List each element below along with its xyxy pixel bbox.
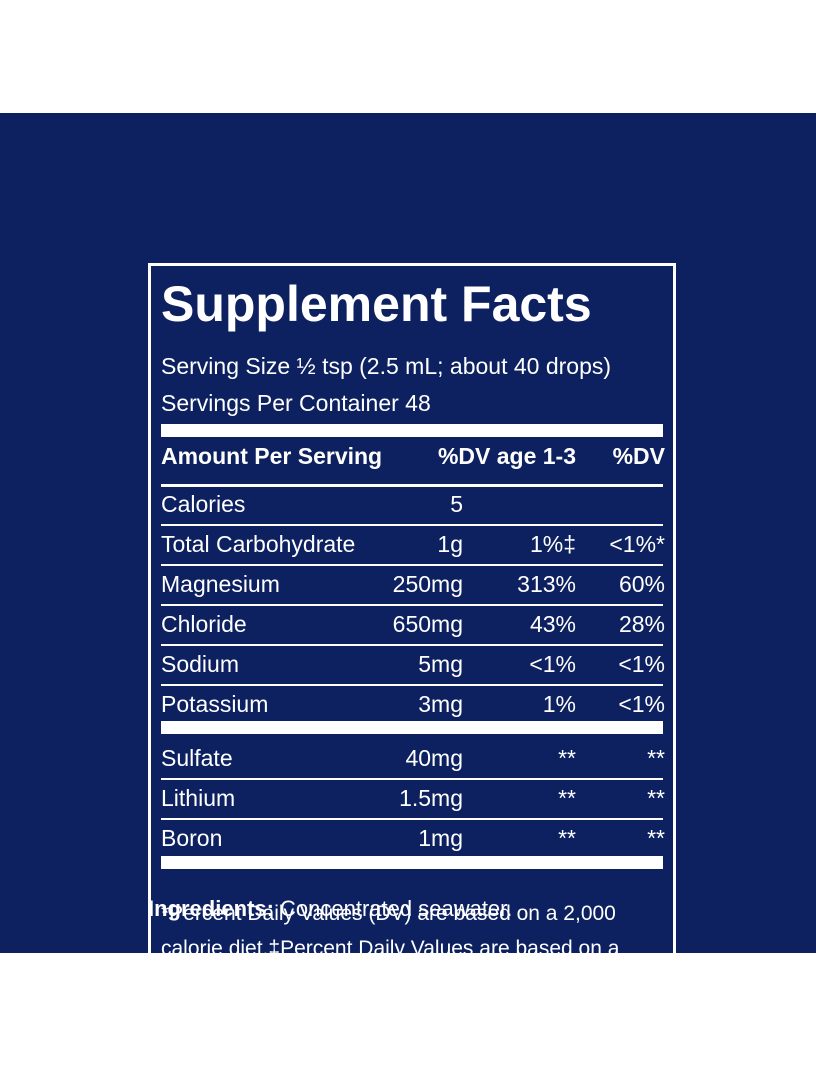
row-cell: 28% <box>618 611 665 637</box>
row-label: Boron <box>161 825 223 851</box>
label-background: Supplement Facts Serving Size ½ tsp (2.5… <box>0 113 816 995</box>
thick-rule <box>161 424 663 437</box>
rule <box>161 484 663 487</box>
row-label: Total Carbohydrate <box>161 531 356 557</box>
row-label: Sulfate <box>161 745 233 771</box>
thick-rule <box>161 721 663 734</box>
rule <box>161 644 663 646</box>
row-label: Magnesium <box>161 571 280 597</box>
rule <box>161 564 663 566</box>
row-cell: %DV <box>612 443 665 469</box>
row-cell: 1% <box>542 691 576 717</box>
row-label: Lithium <box>161 785 236 811</box>
row-cell: 1.5mg <box>399 785 463 811</box>
row-cell: 650mg <box>392 611 463 637</box>
row-label: Potassium <box>161 691 269 717</box>
title: Supplement Facts <box>161 276 592 332</box>
row-cell: ** <box>647 785 665 811</box>
facts-panel: Supplement Facts Serving Size ½ tsp (2.5… <box>148 263 676 995</box>
servings-per-container: Servings Per Container 48 <box>161 390 431 416</box>
row-cell: ** <box>558 825 576 851</box>
thick-rule <box>161 856 663 869</box>
row-cell: ** <box>647 745 665 771</box>
row-cell: %DV age 1-3 <box>437 443 576 469</box>
row-cell: 40mg <box>405 745 463 771</box>
row-cell: 5mg <box>418 651 463 677</box>
ingredients-label: Ingredients: <box>148 896 274 921</box>
row-cell: ** <box>558 785 576 811</box>
ingredients: Ingredients: Concentrated seawater. <box>148 895 512 923</box>
row-cell: 313% <box>517 571 576 597</box>
ingredients-text: Concentrated seawater. <box>280 896 513 921</box>
rule <box>161 778 663 780</box>
row-label: Chloride <box>161 611 247 637</box>
row-cell: 1g <box>437 531 463 557</box>
row-cell: <1% <box>529 651 576 677</box>
row-cell: ** <box>647 825 665 851</box>
row-cell: <1% <box>618 651 665 677</box>
rule <box>161 604 663 606</box>
row-cell: 1mg <box>418 825 463 851</box>
rule <box>161 524 663 526</box>
row-cell: 3mg <box>418 691 463 717</box>
row-cell: 1%‡ <box>529 531 576 557</box>
row-cell: 5 <box>450 491 463 517</box>
serving-size: Serving Size ½ tsp (2.5 mL; about 40 dro… <box>161 353 612 379</box>
row-label: Amount Per Serving <box>161 443 383 469</box>
footnote: *Percent Daily Values (DV) are based on … <box>161 902 620 995</box>
row-label: Calories <box>161 491 246 517</box>
rule <box>161 818 663 820</box>
row-cell: 43% <box>529 611 576 637</box>
row-cell: <1% <box>618 691 665 717</box>
row-cell: 250mg <box>392 571 463 597</box>
row-label: Sodium <box>161 651 239 677</box>
rule <box>161 684 663 686</box>
row-cell: ** <box>558 745 576 771</box>
row-cell: <1%* <box>609 531 665 557</box>
row-cell: 60% <box>618 571 665 597</box>
